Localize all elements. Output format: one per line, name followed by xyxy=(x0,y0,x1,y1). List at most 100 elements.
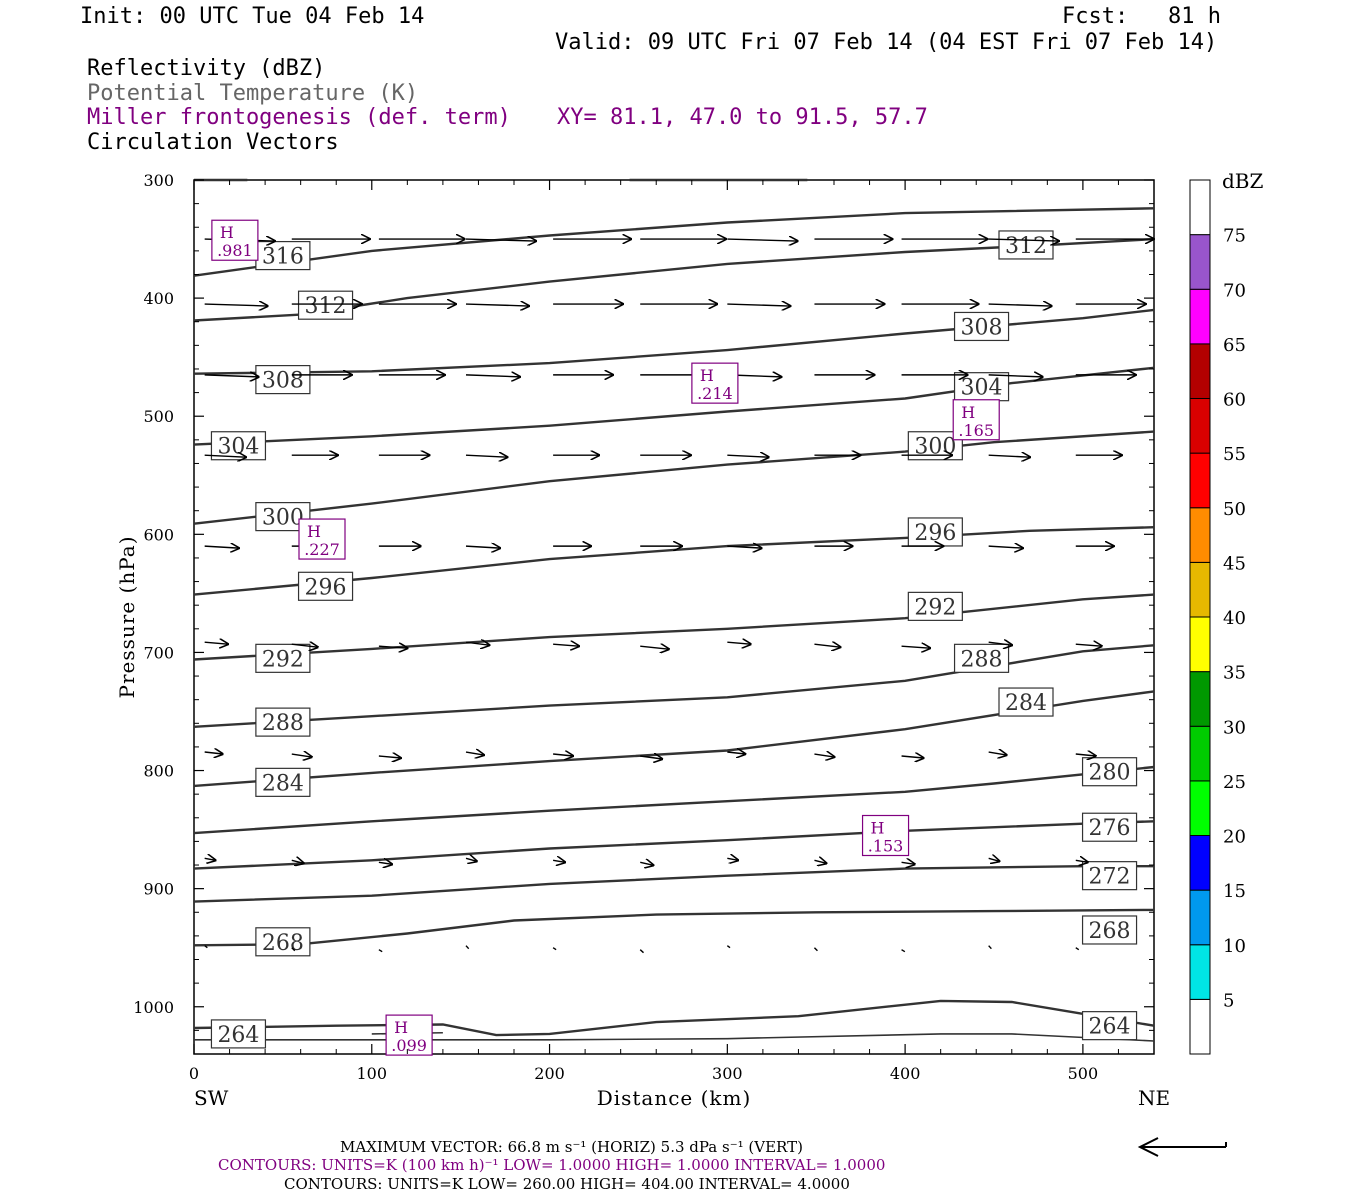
circulation-vector xyxy=(378,862,392,864)
circulation-vector xyxy=(553,754,573,756)
circulation-vector xyxy=(552,860,565,862)
theta-contour-label: 292 xyxy=(907,591,963,621)
circulation-vector xyxy=(727,752,745,754)
frontogenesis-high-marker: H.153 xyxy=(861,814,910,857)
colorbar-level-label: 15 xyxy=(1223,881,1246,902)
y-tick-label: 800 xyxy=(143,762,174,781)
frontogenesis-high-box xyxy=(385,1014,433,1056)
theta-label-box xyxy=(907,591,963,621)
theta-contour-label: 316 xyxy=(255,240,311,271)
circulation-vector xyxy=(378,646,408,648)
circulation-vector xyxy=(727,304,790,306)
theta-contour-label: 308 xyxy=(953,311,1010,342)
circulation-vector xyxy=(465,752,484,755)
circulation-vector xyxy=(988,239,1059,241)
x-axis-left-end-label: SW xyxy=(194,1086,229,1110)
colorbar-level-label: 70 xyxy=(1223,280,1246,301)
colorbar-segment xyxy=(1189,835,1211,891)
theta-label-text: 296 xyxy=(914,521,956,546)
theta-label-box xyxy=(255,927,311,957)
colorbar-segment xyxy=(1189,398,1211,454)
circulation-vector xyxy=(988,304,1052,306)
frontogenesis-high-box xyxy=(298,518,346,560)
frontogenesis-high-letter: H xyxy=(961,403,975,422)
circulation-vector xyxy=(988,752,1007,755)
theta-contour-288 xyxy=(193,644,1155,728)
circulation-vector xyxy=(1075,644,1102,646)
colorbar-segment xyxy=(1189,179,1211,236)
colorbar-level-label: 30 xyxy=(1223,717,1246,738)
field-potential-temperature: Potential Temperature (K) xyxy=(87,81,419,106)
colorbar-segment xyxy=(1189,507,1211,563)
theta-label-text: 288 xyxy=(961,647,1003,672)
circulation-vector xyxy=(640,756,662,759)
theta-label-box xyxy=(1081,757,1138,787)
colorbar-segment xyxy=(1189,616,1211,673)
circulation-vector xyxy=(814,860,826,863)
circulation-vector xyxy=(814,644,840,647)
circulation-vector xyxy=(727,642,750,644)
theta-label-text: 268 xyxy=(262,931,304,956)
colorbar-level-label: 35 xyxy=(1223,663,1246,684)
x-axis-title: Distance (km) xyxy=(597,1086,752,1110)
theta-contour-label: 312 xyxy=(998,230,1054,260)
theta-label-box xyxy=(210,1019,267,1049)
frontogenesis-high-letter: H xyxy=(871,819,885,838)
circulation-vector xyxy=(465,375,520,377)
frontogenesis-high-marker: H.227 xyxy=(298,518,346,560)
circulation-vector xyxy=(988,546,1023,548)
y-tick-label: 1000 xyxy=(133,998,174,1017)
theta-contour-308 xyxy=(193,308,1155,375)
frontogenesis-high-value: .214 xyxy=(697,384,733,403)
reference-vector-arrow xyxy=(1137,1137,1227,1157)
theta-label-text: 284 xyxy=(262,771,304,796)
circulation-vector xyxy=(204,546,239,548)
colorbar-segment xyxy=(1189,944,1211,1000)
frontogenesis-high-letter: H xyxy=(307,522,321,541)
circulation-vector xyxy=(465,304,529,306)
frontogenesis-high-box xyxy=(211,219,259,261)
circulation-vector xyxy=(465,239,536,241)
theta-contour-label: 304 xyxy=(953,372,1010,402)
theta-contour-280 xyxy=(193,765,1155,835)
circulation-vector xyxy=(204,642,228,644)
circulation-vector xyxy=(465,858,477,861)
theta-label-box xyxy=(255,707,311,737)
surface-contour xyxy=(194,1033,1155,1042)
circulation-vector xyxy=(814,754,834,757)
circulation-vector xyxy=(640,646,669,649)
theta-label-text: 276 xyxy=(1089,816,1131,841)
circulation-vector xyxy=(378,949,383,953)
theta-contour-label: 276 xyxy=(1081,812,1138,842)
theta-contour-label: 264 xyxy=(210,1019,267,1049)
frontogenesis-high-marker: H.099 xyxy=(385,1014,433,1056)
theta-label-text: 284 xyxy=(1005,691,1047,716)
colorbar-level-label: 50 xyxy=(1223,499,1246,520)
x-tick-label: 0 xyxy=(189,1064,199,1083)
theta-label-box xyxy=(953,311,1010,342)
theta-contour-label: 264 xyxy=(1081,1011,1138,1041)
circulation-vector xyxy=(901,646,931,648)
circulation-vector xyxy=(901,949,906,953)
x-tick-label: 400 xyxy=(890,1064,921,1083)
circulation-vector xyxy=(291,644,318,647)
theta-label-box xyxy=(255,643,311,673)
circulation-vector xyxy=(988,945,992,950)
theta-label-box xyxy=(953,643,1010,673)
theta-contour-label: 292 xyxy=(255,643,311,673)
circulation-vector xyxy=(639,949,644,954)
theta-label-text: 264 xyxy=(1089,1015,1131,1040)
colorbar-level-label: 5 xyxy=(1223,990,1234,1011)
theta-label-text: 308 xyxy=(262,369,304,394)
theta-label-box xyxy=(1081,1011,1138,1041)
y-tick-label: 500 xyxy=(143,407,174,426)
forecast-hour: 81 h xyxy=(1168,4,1221,29)
forecast-label: Fcst: xyxy=(1062,4,1129,29)
theta-contour-label: 268 xyxy=(255,927,311,957)
theta-contour-label: 296 xyxy=(297,571,354,601)
circulation-vector xyxy=(988,858,1000,861)
theta-contour-note: CONTOURS: UNITS=K LOW= 260.00 HIGH= 404.… xyxy=(284,1175,850,1193)
y-tick-label: 600 xyxy=(143,525,174,544)
x-tick-label: 200 xyxy=(534,1064,565,1083)
theta-contour-label: 308 xyxy=(255,365,311,395)
